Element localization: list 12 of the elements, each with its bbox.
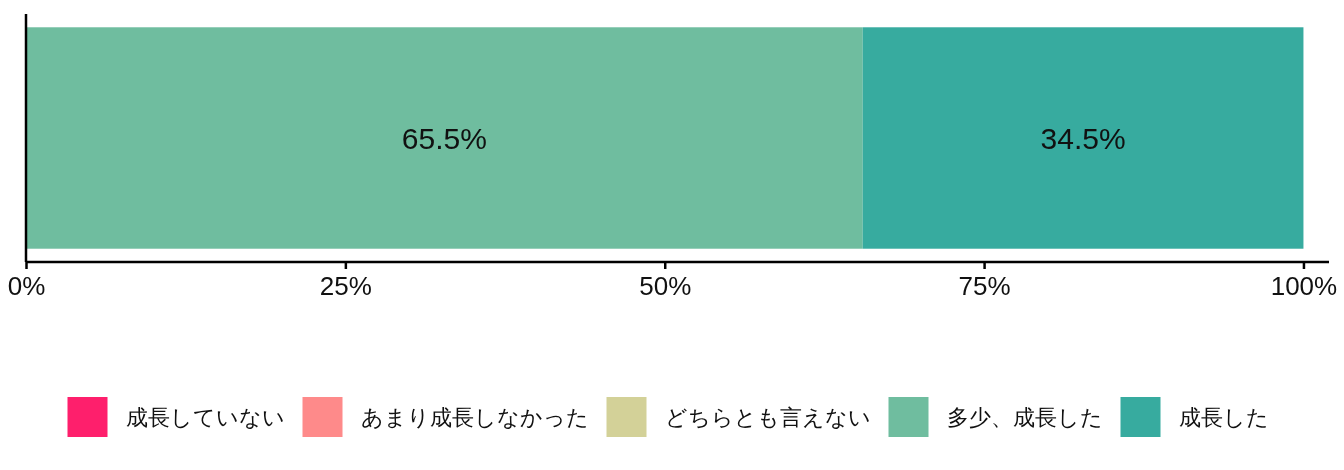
x-tick-label: 25% bbox=[319, 271, 372, 302]
x-tick-label: 100% bbox=[1270, 271, 1338, 302]
x-tick-label: 0% bbox=[7, 271, 46, 302]
legend-label: 多少、成長した bbox=[946, 404, 1103, 430]
x-tick-label: 75% bbox=[958, 271, 1011, 302]
legend-label: あまり成長しなかった bbox=[360, 404, 589, 430]
data-label: 65.5% bbox=[401, 121, 487, 155]
legend-label: どちらとも言えない bbox=[664, 404, 871, 430]
data-label: 34.5% bbox=[1040, 121, 1126, 155]
x-tick-label: 50% bbox=[639, 271, 692, 302]
legend-label: 成長した bbox=[1178, 404, 1269, 430]
legend-label: 成長していない bbox=[125, 404, 285, 430]
